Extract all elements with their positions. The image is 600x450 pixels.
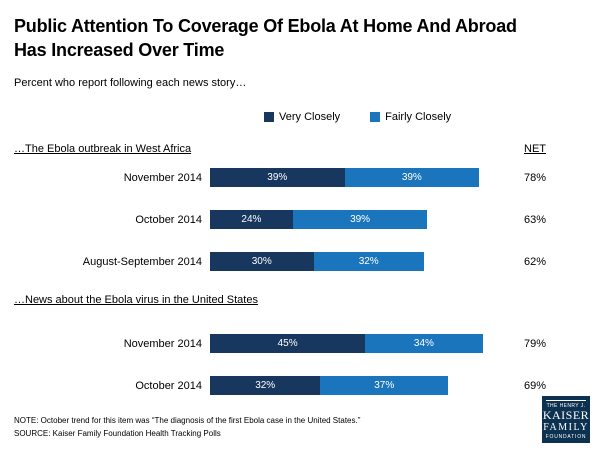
bar-row: August-September 2014 30% 32% 62%	[14, 252, 586, 272]
chart-legend: Very Closely Fairly Closely	[264, 111, 586, 123]
net-value: 63%	[523, 213, 546, 226]
section-header: …News about the Ebola virus in the Unite…	[14, 293, 258, 306]
chart-sections: …The Ebola outbreak in West Africa NET Nov…	[14, 143, 586, 396]
page-title-line1: Public Attention To Coverage Of Ebola At…	[14, 16, 517, 36]
bar-row-label: November 2014	[123, 171, 202, 184]
bar-row: November 2014 45% 34% 79%	[14, 334, 586, 354]
bar-row-label: November 2014	[123, 337, 202, 350]
footer: NOTE: October trend for this item was “T…	[14, 415, 484, 440]
stacked-bar: 30% 32%	[210, 252, 424, 272]
bar-segment-very-closely: 32%	[210, 376, 321, 396]
page-title: Public Attention To Coverage Of Ebola At…	[14, 14, 586, 63]
logo-line-foundation: FOUNDATION	[545, 434, 587, 441]
stacked-bar: 39% 39%	[210, 168, 480, 188]
section-header: …The Ebola outbreak in West Africa	[14, 142, 192, 155]
bar-segment-very-closely: 24%	[210, 210, 293, 230]
chart-subtitle: Percent who report following each news s…	[14, 76, 247, 89]
legend-item-very-closely: Very Closely	[264, 111, 340, 123]
section-header-row: …The Ebola outbreak in West Africa NET	[14, 143, 586, 155]
section-rows: November 2014 39% 39% 78% October 2014 24% 39%…	[14, 168, 586, 272]
bar-row-label: October 2014	[135, 379, 202, 392]
stacked-bar: 45% 34%	[210, 334, 483, 354]
bar-row: October 2014 24% 39% 63%	[14, 210, 586, 230]
legend-label-very-closely: Very Closely	[279, 110, 341, 123]
legend-swatch-very-closely	[264, 111, 274, 122]
logo-line-the-henry-j: THE HENRY J.	[546, 400, 586, 409]
note-text: NOTE: October trend for this item was “T…	[14, 416, 361, 426]
bar-segment-fairly-closely: 32%	[313, 252, 424, 272]
net-value: 78%	[523, 171, 546, 184]
bar-row: October 2014 32% 37% 69%	[14, 376, 586, 396]
logo-line-family: FAMILY	[543, 422, 589, 434]
bar-segment-fairly-closely: 39%	[292, 210, 428, 230]
legend-item-fairly-closely: Fairly Closely	[370, 111, 451, 123]
legend-swatch-fairly-closely	[370, 111, 381, 122]
section-rows: November 2014 45% 34% 79% October 2014 32% 37%…	[14, 334, 586, 396]
source-text: SOURCE: Kaiser Family Foundation Health …	[14, 428, 221, 438]
legend-label-fairly-closely: Fairly Closely	[385, 110, 452, 123]
bar-segment-fairly-closely: 39%	[344, 168, 480, 188]
bar-row-label: August-September 2014	[82, 255, 202, 268]
logo-line-kaiser: KAISER	[542, 408, 590, 422]
bar-segment-very-closely: 39%	[210, 168, 345, 188]
kaiser-family-foundation-logo: THE HENRY J. KAISER FAMILY FOUNDATION	[542, 396, 590, 443]
section-header-row: …News about the Ebola virus in the Unite…	[14, 294, 586, 306]
bar-row: November 2014 39% 39% 78%	[14, 168, 586, 188]
bar-segment-very-closely: 45%	[210, 334, 366, 354]
page: Public Attention To Coverage Of Ebola At…	[14, 14, 586, 396]
net-value: 69%	[523, 379, 546, 392]
bar-row-label: October 2014	[135, 213, 202, 226]
net-value: 79%	[523, 337, 546, 350]
bar-segment-fairly-closely: 37%	[320, 376, 449, 396]
chart-section: …News about the Ebola virus in the Unite…	[14, 294, 586, 396]
net-value: 62%	[523, 255, 546, 268]
bar-segment-very-closely: 30%	[210, 252, 314, 272]
page-title-line2: Has Increased Over Time	[14, 40, 225, 61]
stacked-bar: 24% 39%	[210, 210, 428, 230]
stacked-bar: 32% 37%	[210, 376, 449, 396]
net-column-header: NET	[524, 142, 546, 155]
bar-segment-fairly-closely: 34%	[365, 334, 483, 354]
chart-section: …The Ebola outbreak in West Africa NET Nov…	[14, 143, 586, 272]
